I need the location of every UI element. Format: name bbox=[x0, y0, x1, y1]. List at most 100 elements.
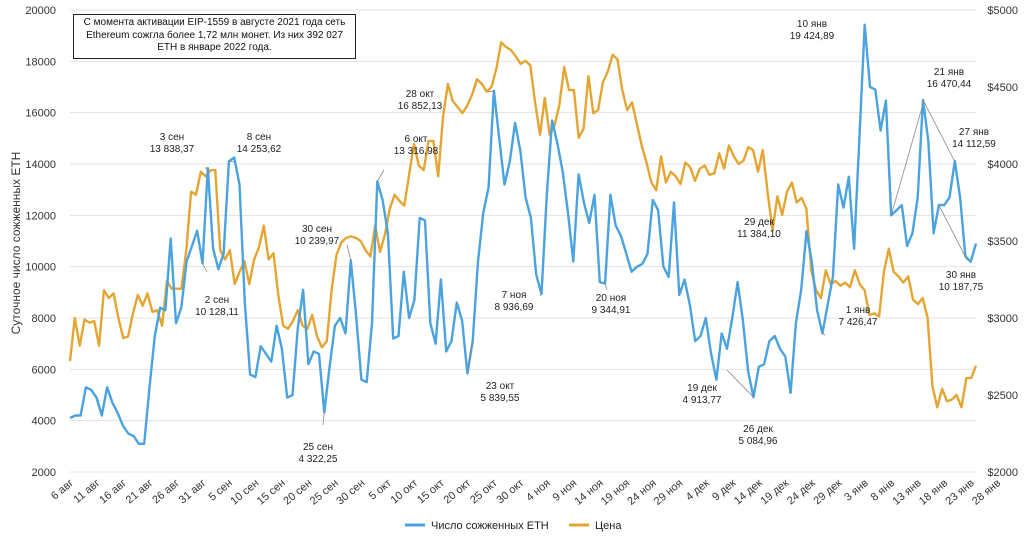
annotation-leader bbox=[346, 244, 352, 261]
annotation-value: 4 913,77 bbox=[683, 395, 722, 406]
x-tick-label: 29 ноя bbox=[652, 477, 685, 508]
annotation-value: 14 112,59 bbox=[952, 139, 996, 150]
series-lines bbox=[68, 23, 978, 445]
x-tick-label: 14 ноя bbox=[572, 477, 605, 508]
annotation-date: 19 дек bbox=[687, 383, 717, 394]
x-tick-label: 10 окт bbox=[389, 477, 421, 506]
x-tick-label: 11 авг bbox=[71, 477, 102, 506]
annotation-date: 23 окт bbox=[486, 381, 515, 392]
price-line bbox=[68, 41, 978, 409]
annotation-value: 4 322,25 bbox=[299, 454, 338, 465]
annotation-date: 1 янв bbox=[846, 305, 871, 316]
annotation-value: 14 253,62 bbox=[237, 144, 282, 155]
y-left-tick-label: 14000 bbox=[25, 159, 56, 171]
annotation-leader bbox=[322, 412, 325, 426]
annotation-value: 11 384,10 bbox=[737, 229, 781, 240]
annotation-date: 10 янв bbox=[797, 19, 827, 30]
annotation-leader bbox=[922, 99, 957, 165]
y-left-tick-label: 20000 bbox=[25, 5, 56, 17]
annotation-leader bbox=[604, 283, 608, 291]
annotation-value: 13 316,98 bbox=[394, 146, 439, 157]
y-left-tick-label: 2000 bbox=[32, 467, 56, 479]
x-tick-label: 13 янв bbox=[891, 477, 924, 508]
annotation-value: 19 424,89 bbox=[790, 31, 835, 42]
x-tick-label: 30 окт bbox=[495, 477, 527, 506]
annotation-value: 7 426,47 bbox=[839, 317, 878, 328]
x-tick-label: 10 сен bbox=[228, 477, 261, 507]
x-tick-label: 14 дек bbox=[732, 477, 765, 507]
annotation-leader bbox=[863, 23, 866, 26]
annotation-date: 27 янв bbox=[959, 127, 989, 138]
y-right-tick-label: $4500 bbox=[987, 82, 1018, 94]
info-note: С момента активации EIP-1559 в августе 2… bbox=[73, 14, 356, 59]
x-tick-label: 3 янв bbox=[842, 477, 871, 504]
y-right-tick-label: $4000 bbox=[987, 159, 1018, 171]
annotation-value: 9 344,91 bbox=[592, 305, 631, 316]
annotation-date: 2 сен bbox=[205, 295, 229, 306]
x-tick-label: 4 ноя bbox=[524, 477, 553, 504]
annotation-value: 10 128,11 bbox=[195, 307, 239, 318]
annotation-leader bbox=[890, 103, 924, 216]
x-tick-label: 23 янв bbox=[944, 477, 977, 508]
annotation-leader bbox=[487, 90, 494, 93]
annotation-leader bbox=[376, 169, 385, 182]
y-right-tick-label: $5000 bbox=[987, 5, 1018, 17]
x-tick-label: 19 дек bbox=[758, 477, 791, 507]
annotation-leader bbox=[539, 293, 542, 297]
annotation-leader bbox=[822, 333, 826, 336]
y-left-tick-label: 10000 bbox=[25, 262, 56, 274]
annotation-leader bbox=[467, 341, 474, 371]
annotation-date: 7 ноя bbox=[502, 290, 527, 301]
annotation-value: 16 852,13 bbox=[398, 101, 443, 112]
x-tick-label: 26 авг bbox=[150, 477, 182, 506]
x-tick-label: 4 дек bbox=[684, 477, 712, 503]
annotation-value: 10 187,75 bbox=[939, 282, 984, 293]
x-tick-label: 31 авг bbox=[177, 477, 209, 506]
left-axis-ticks: 2000 4000 6000 8000 10000 12000 14000 16000 1800… bbox=[25, 5, 56, 479]
x-tick-label: 15 окт bbox=[415, 477, 447, 506]
annotation-date: 21 янв bbox=[934, 67, 964, 78]
y-left-tick-label: 6000 bbox=[32, 364, 56, 376]
x-tick-label: 21 авг bbox=[124, 477, 156, 506]
x-tick-label: 16 авг bbox=[97, 477, 129, 506]
annotation-date: 3 сен bbox=[160, 132, 184, 143]
legend-label-price: Цена bbox=[595, 520, 622, 532]
x-tick-label: 28 янв bbox=[970, 477, 1003, 508]
x-tick-label: 18 янв bbox=[917, 477, 950, 508]
y-axis-label: Суточное число сожженных ETH bbox=[9, 152, 23, 335]
annotation-leader bbox=[726, 369, 754, 398]
x-tick-label: 25 окт bbox=[468, 477, 500, 506]
x-tick-label: 29 дек bbox=[811, 477, 844, 507]
x-tick-label: 25 сен bbox=[308, 477, 341, 507]
annotation-value: 5 084,96 bbox=[739, 436, 778, 447]
x-tick-label: 24 ноя bbox=[625, 477, 658, 508]
y-right-tick-label: $2500 bbox=[987, 390, 1018, 402]
annotation-value: 8 936,69 bbox=[495, 302, 534, 313]
x-tick-label: 19 ноя bbox=[599, 477, 632, 508]
x-tick-label: 15 сен bbox=[255, 477, 288, 507]
annotation-leader bbox=[202, 263, 208, 273]
annotation-date: 28 окт bbox=[406, 89, 435, 100]
y-left-tick-label: 12000 bbox=[25, 210, 56, 222]
right-axis-ticks: $2000 $2500 $3000 $3500 $4000 $4500 $5000 bbox=[987, 5, 1018, 479]
annotation-date: 6 окт bbox=[405, 134, 428, 145]
burned-eth-line bbox=[69, 23, 978, 445]
annotation-date: 30 сен bbox=[302, 224, 332, 235]
